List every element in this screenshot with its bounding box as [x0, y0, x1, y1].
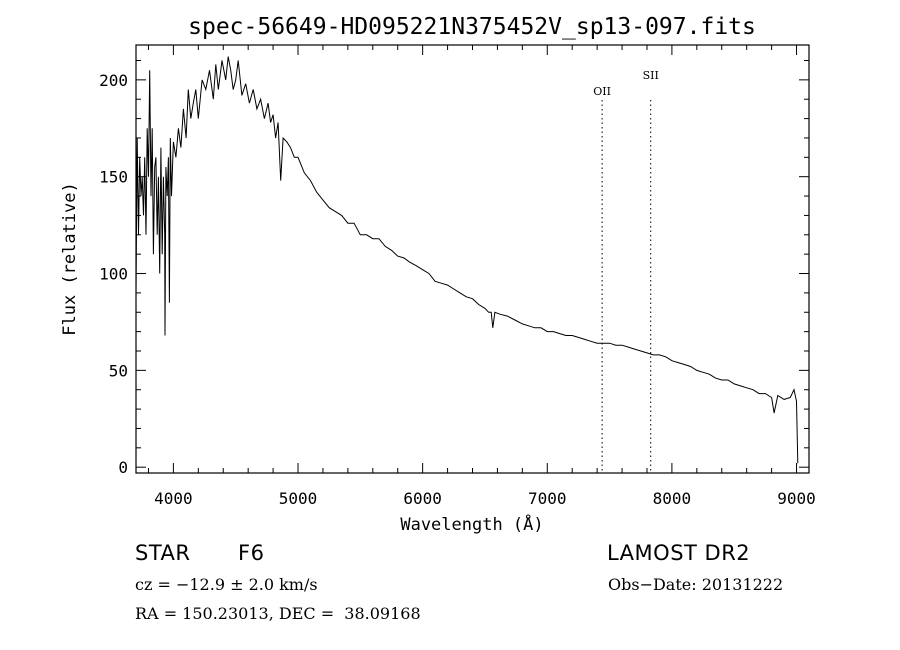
- obs-date: Obs−Date: 20131222: [608, 575, 784, 594]
- annotation-label: SII: [643, 69, 659, 82]
- x-tick-label: 6000: [403, 489, 442, 508]
- x-tick-label: 9000: [777, 489, 816, 508]
- x-tick-label: 5000: [279, 489, 318, 508]
- y-tick-label: 50: [109, 361, 128, 380]
- object-subclass: F6: [238, 541, 265, 565]
- x-tick-label: 7000: [528, 489, 567, 508]
- object-type: STAR: [135, 541, 191, 565]
- coordinates: RA = 150.23013, DEC = 38.09168: [135, 604, 421, 623]
- x-axis-label: Wavelength (Å): [400, 513, 543, 535]
- redshift-line: cz = −12.9 ± 2.0 km/s: [135, 575, 318, 594]
- y-tick-label: 0: [118, 458, 128, 477]
- x-tick-label: 4000: [154, 489, 193, 508]
- y-tick-label: 150: [99, 168, 128, 187]
- y-tick-label: 200: [99, 71, 128, 90]
- y-tick-label: 100: [99, 265, 128, 284]
- axis-ticks: 4000 5000 6000 7000 8000 9000 0 50 100 150 200: [99, 45, 816, 508]
- chart-title: spec-56649-HD095221N375452V_sp13-097.fit…: [188, 14, 756, 40]
- annotation-label: OII: [593, 85, 611, 98]
- line-annotations: OII SII: [593, 69, 659, 473]
- spectrum-line: [135, 56, 799, 464]
- survey-name: LAMOST DR2: [607, 541, 751, 565]
- plot-frame: [135, 44, 810, 474]
- x-tick-label: 8000: [653, 489, 692, 508]
- y-axis-label: Flux (relative): [60, 182, 80, 336]
